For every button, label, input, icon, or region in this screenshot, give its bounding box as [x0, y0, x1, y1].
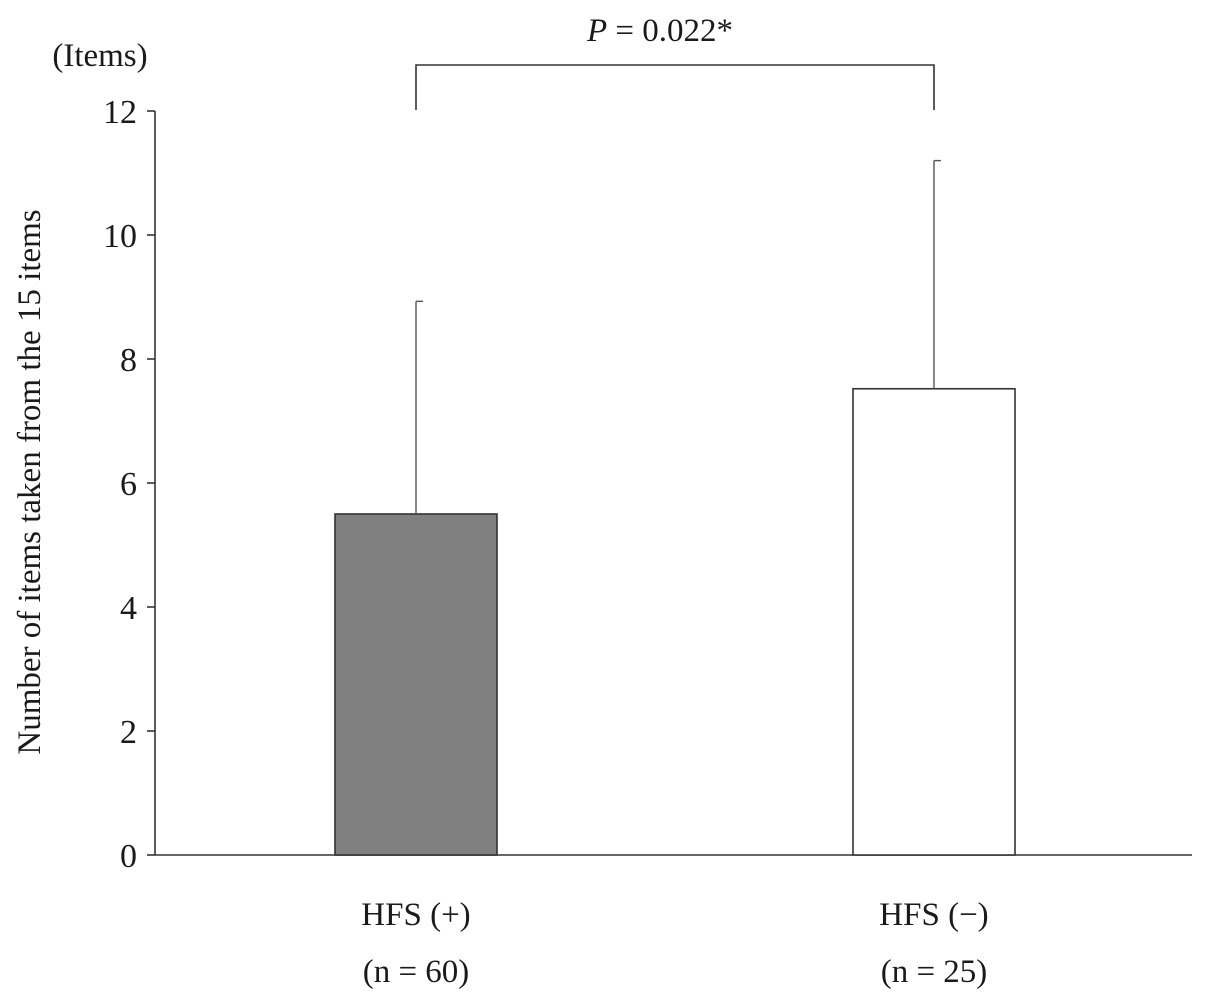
significance-annotation: P = 0.022* [415, 13, 935, 110]
y-tick-label: 6 [120, 466, 137, 503]
p-value-text: = 0.022* [607, 13, 733, 49]
axes [154, 111, 1192, 856]
y-unit-label: (Items) [52, 38, 147, 74]
y-ticks: 0 2 4 6 8 10 12 [103, 94, 155, 875]
y-tick-label: 4 [120, 590, 137, 627]
category-label: HFS (−) [879, 897, 988, 933]
category-label: HFS (+) [361, 897, 470, 933]
y-tick-label: 0 [120, 838, 137, 875]
category-sublabel: (n = 25) [881, 954, 988, 990]
error-bars [415, 159, 941, 514]
significance-bracket [415, 64, 935, 110]
y-tick-label: 10 [103, 218, 137, 255]
y-axis-title: Number of items taken from the 15 items [12, 209, 48, 754]
category-sublabel: (n = 60) [363, 954, 470, 990]
y-tick-label: 8 [120, 342, 137, 379]
category-labels: HFS (+) (n = 60) HFS (−) (n = 25) [361, 897, 988, 990]
y-tick-label: 2 [120, 714, 137, 751]
p-value-label: P = 0.022* [586, 13, 733, 49]
bars [334, 387, 1016, 856]
bar [334, 513, 498, 856]
y-tick-label: 12 [103, 94, 137, 131]
p-symbol: P [586, 13, 607, 49]
bar [852, 387, 1016, 856]
